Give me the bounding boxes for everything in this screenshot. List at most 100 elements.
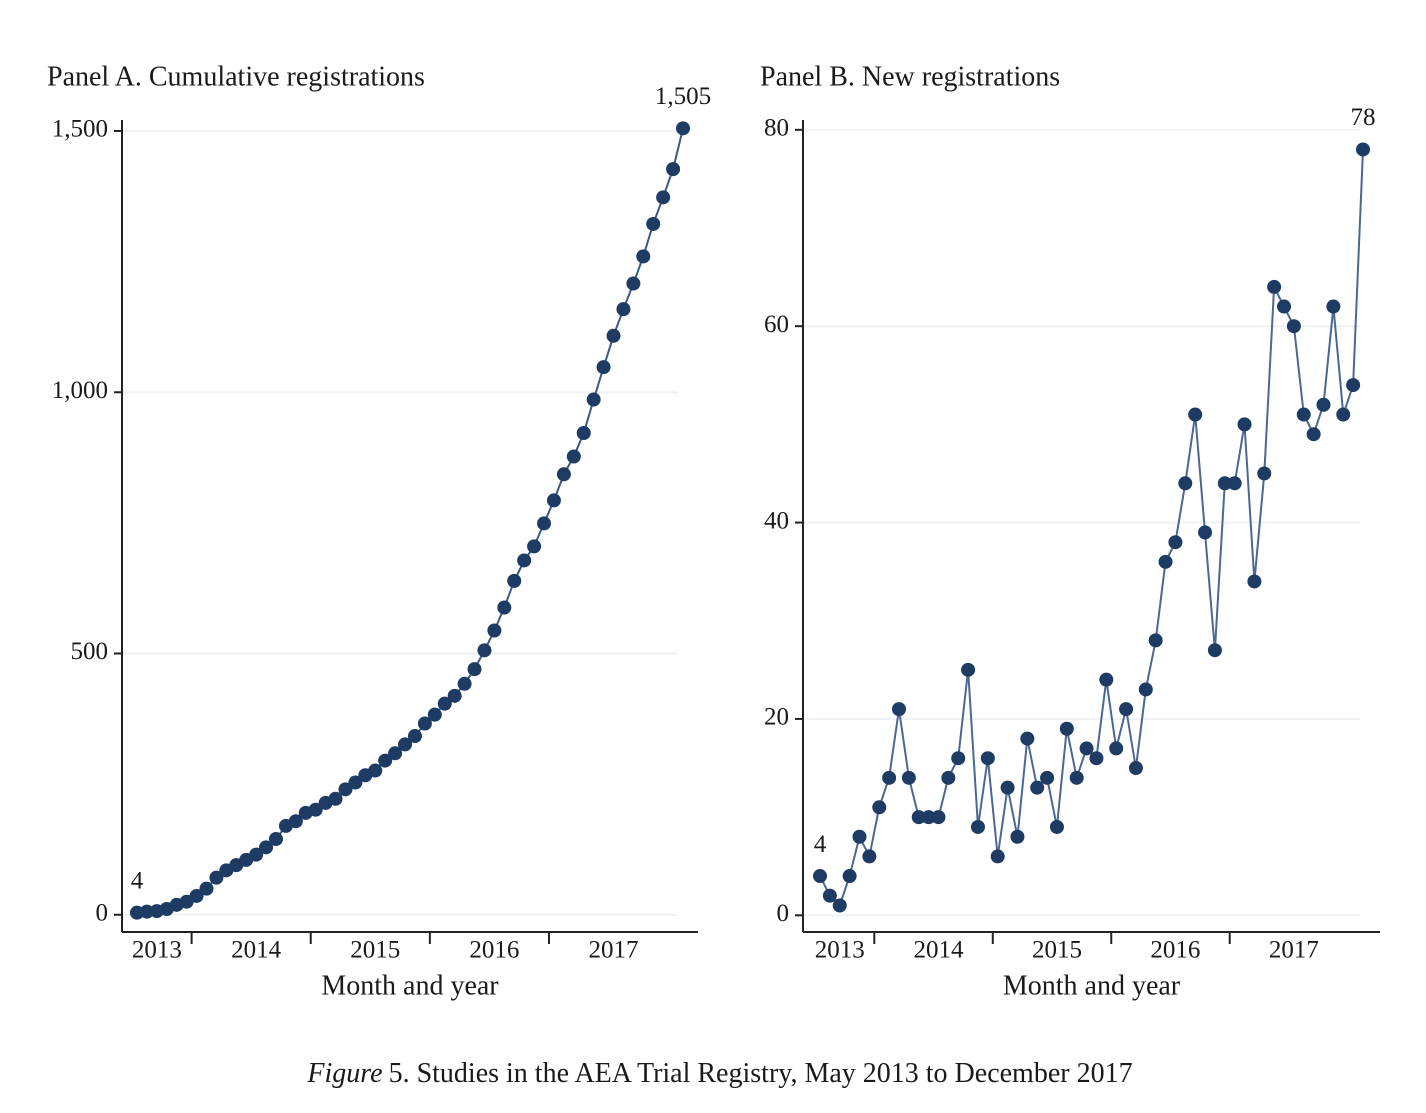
data-point (457, 676, 472, 691)
data-point (268, 831, 283, 846)
data-point (951, 751, 966, 766)
data-point (931, 810, 946, 825)
data-point (348, 775, 363, 790)
x-tick-label: 2017 (589, 937, 639, 964)
data-point (921, 810, 936, 825)
data-point (288, 814, 303, 829)
x-tick-label: 2015 (350, 937, 400, 964)
data-point (1059, 721, 1074, 736)
x-tick-label: 2014 (913, 937, 964, 964)
data-point (891, 702, 906, 717)
data-point (646, 216, 661, 231)
x-axis-label: Month and year (321, 970, 499, 1001)
data-point (1119, 702, 1134, 717)
data-point (487, 623, 502, 638)
data-point (537, 516, 552, 531)
data-point (199, 881, 214, 896)
data-point (477, 643, 492, 658)
data-point (606, 328, 621, 343)
data-point (407, 729, 422, 744)
data-point (447, 688, 462, 703)
data-point (882, 770, 897, 785)
x-tick-label: 2017 (1269, 937, 1319, 964)
data-point (616, 302, 631, 317)
data-point (1277, 299, 1292, 314)
data-point (139, 904, 154, 919)
data-point (1346, 378, 1361, 393)
data-point (970, 819, 985, 834)
data-point (852, 829, 867, 844)
data-point (189, 888, 204, 903)
x-tick-label: 2014 (231, 937, 282, 964)
data-point (437, 696, 452, 711)
data-point (1188, 407, 1203, 422)
data-point (941, 770, 956, 785)
data-point (1049, 819, 1064, 834)
data-point (822, 888, 837, 903)
data-point (467, 662, 482, 677)
data-point (417, 716, 432, 731)
data-point (961, 662, 976, 677)
data-point (862, 849, 877, 864)
data-point (1069, 770, 1084, 785)
data-point (1257, 466, 1272, 481)
data-point (1306, 427, 1321, 442)
data-point (666, 162, 681, 177)
data-point (1040, 770, 1055, 785)
x-axis-label: Month and year (1003, 970, 1181, 1001)
value-label: 4 (814, 831, 827, 858)
caption: Figure 5. Studies in the AEA Trial Regist… (306, 1058, 1132, 1089)
data-point (1207, 643, 1222, 658)
caption-text: 5. Studies in the AEA Trial Registry, Ma… (389, 1058, 1133, 1089)
data-point (1227, 476, 1242, 491)
data-point (1000, 780, 1015, 795)
data-point (1030, 780, 1045, 795)
data-point (1296, 407, 1311, 422)
data-point (1010, 829, 1025, 844)
data-point (546, 493, 561, 508)
data-point (427, 707, 442, 722)
value-label: 1,505 (655, 83, 711, 110)
caption-label: Figure (306, 1058, 382, 1089)
y-tick-label: 20 (764, 704, 789, 731)
data-point (901, 770, 916, 785)
data-point (911, 810, 926, 825)
data-point (517, 553, 532, 568)
x-tick-label: 2013 (815, 937, 865, 964)
y-tick-label: 40 (764, 507, 789, 534)
data-point (1128, 761, 1143, 776)
data-point (209, 870, 224, 885)
data-point (507, 573, 522, 588)
data-point (1336, 407, 1351, 422)
data-point (368, 763, 383, 778)
data-point (636, 249, 651, 264)
data-point (1178, 476, 1193, 491)
data-point (259, 840, 274, 855)
panel-title: Panel A. Cumulative registrations (47, 61, 425, 92)
data-point (308, 802, 323, 817)
data-point (1267, 279, 1282, 294)
series-line (819, 149, 1364, 908)
data-point (527, 539, 542, 554)
data-point (626, 276, 641, 291)
data-point (1020, 731, 1035, 746)
data-point (1109, 741, 1124, 756)
data-point (249, 847, 264, 862)
data-point (1089, 751, 1104, 766)
data-point (842, 869, 857, 884)
data-point (872, 800, 887, 815)
series-line (136, 128, 684, 914)
x-tick-label: 2016 (1150, 937, 1200, 964)
data-point (1148, 633, 1163, 648)
data-point (1326, 299, 1341, 314)
data-point (497, 600, 512, 615)
data-point (1237, 417, 1252, 432)
data-point (1356, 142, 1370, 157)
panel-title: Panel B. New registrations (760, 61, 1060, 92)
y-tick-label: 80 (764, 115, 789, 142)
y-tick-label: 500 (71, 638, 109, 665)
data-point (398, 737, 413, 752)
data-point (1158, 554, 1173, 569)
data-point (1168, 535, 1183, 550)
y-tick-label: 0 (777, 900, 790, 927)
